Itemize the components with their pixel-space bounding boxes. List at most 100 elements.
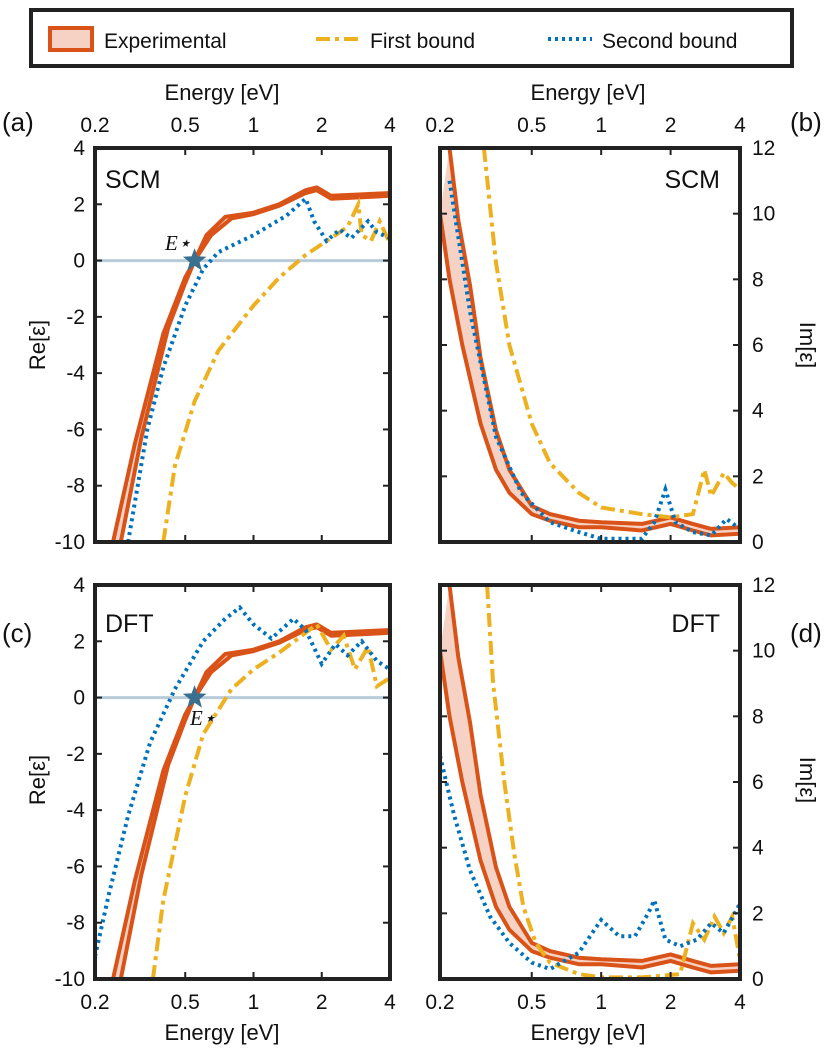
x-tick-label: 0.5 bbox=[517, 991, 546, 1014]
y-tick-label: 8 bbox=[752, 268, 764, 291]
x-tick-label: 4 bbox=[734, 114, 746, 137]
panel-d-series-group bbox=[440, 585, 740, 979]
panel-a-top-xlabel: Energy [eV] bbox=[165, 80, 280, 105]
y-tick-label: 2 bbox=[752, 465, 764, 488]
panel-b-frame bbox=[438, 146, 742, 544]
panel-d-tag: (d) bbox=[790, 618, 822, 648]
experimental-lower-line bbox=[440, 213, 740, 538]
y-tick-label: 0 bbox=[73, 687, 85, 710]
x-tick-label: 0.5 bbox=[171, 991, 200, 1014]
panel-b-ylabel: Im[ε] bbox=[795, 322, 820, 368]
x-tick-label: 0.5 bbox=[517, 114, 546, 137]
first-bound-line bbox=[481, 148, 740, 520]
experimental-band-fill bbox=[440, 585, 740, 973]
experimental-lower-line bbox=[111, 188, 390, 542]
second-bound-line bbox=[95, 604, 390, 957]
x-tick-label: 1 bbox=[248, 991, 260, 1014]
y-tick-label: 2 bbox=[73, 630, 85, 653]
y-tick-label: -2 bbox=[66, 306, 85, 329]
legend-label-experimental: Experimental bbox=[104, 30, 227, 53]
panel-c-tag: (c) bbox=[2, 618, 32, 648]
x-tick-label: 2 bbox=[316, 991, 328, 1014]
panel-d-xlabel: Energy [eV] bbox=[531, 1020, 646, 1045]
panel-c-ylabel: Re[ε] bbox=[25, 755, 50, 805]
y-tick-label: 4 bbox=[752, 837, 764, 860]
y-tick-label: -4 bbox=[66, 799, 85, 822]
panel-b-series-group bbox=[440, 148, 740, 541]
y-tick-label: 4 bbox=[73, 137, 85, 160]
y-tick-label: -10 bbox=[55, 968, 85, 991]
y-tick-label: 0 bbox=[752, 531, 764, 554]
experimental-upper-line bbox=[447, 148, 740, 531]
panel-b-top-xlabel: Energy [eV] bbox=[531, 80, 646, 105]
x-tick-label: 2 bbox=[665, 991, 677, 1014]
panel-c: (c) Energy [eV] Re[ε] -10 -8 -6 -4 -2 0 2 4 0.2 0… bbox=[2, 574, 396, 1045]
legend-label-first-bound: First bound bbox=[370, 30, 475, 53]
panel-d-frame bbox=[438, 583, 742, 981]
panel-c-plot: -10 -8 -6 -4 -2 0 2 4 0.2 0.5 1 2 4 bbox=[55, 574, 397, 1014]
x-tick-label: 2 bbox=[316, 114, 328, 137]
y-tick-label: 2 bbox=[752, 902, 764, 925]
y-tick-label: 2 bbox=[73, 193, 85, 216]
experimental-band-fill bbox=[440, 148, 740, 536]
experimental-upper-line bbox=[118, 622, 390, 979]
panel-a-tag: (a) bbox=[2, 107, 34, 137]
legend: Experimental First bound Second bound bbox=[29, 8, 794, 68]
x-tick-label: 0.2 bbox=[80, 114, 109, 137]
x-tick-label: 1 bbox=[248, 114, 260, 137]
y-tick-label: 4 bbox=[73, 574, 85, 597]
y-tick-label: -10 bbox=[55, 531, 85, 554]
experimental-lower-line bbox=[440, 650, 740, 975]
y-tick-label: 4 bbox=[752, 400, 764, 423]
x-tick-label: 4 bbox=[384, 114, 396, 137]
y-tick-label: 12 bbox=[752, 574, 775, 597]
panel-a-series-group bbox=[95, 185, 390, 542]
y-tick-label: -2 bbox=[66, 743, 85, 766]
y-tick-label: -4 bbox=[66, 362, 85, 385]
panel-a-model-tag: SCM bbox=[105, 166, 161, 194]
y-tick-label: 10 bbox=[752, 640, 775, 663]
y-tick-label: 6 bbox=[752, 334, 764, 357]
y-tick-label: 0 bbox=[752, 968, 764, 991]
experimental-upper-line bbox=[118, 185, 390, 542]
legend-swatch-experimental bbox=[48, 26, 94, 52]
x-tick-label: 1 bbox=[595, 991, 607, 1014]
y-tick-label: 8 bbox=[752, 705, 764, 728]
x-tick-label: 0.2 bbox=[425, 991, 454, 1014]
legend-label-second-bound: Second bound bbox=[602, 30, 737, 53]
y-tick-label: 6 bbox=[752, 771, 764, 794]
x-tick-label: 0.5 bbox=[171, 114, 200, 137]
panel-a-ylabel: Re[ε] bbox=[25, 320, 50, 370]
x-tick-label: 4 bbox=[384, 991, 396, 1014]
x-tick-label: 0.2 bbox=[80, 991, 109, 1014]
x-tick-label: 0.2 bbox=[425, 114, 454, 137]
second-bound-line bbox=[440, 755, 740, 972]
x-tick-label: 2 bbox=[665, 114, 677, 137]
y-tick-label: 12 bbox=[752, 137, 775, 160]
estar-marker bbox=[182, 685, 207, 708]
y-tick-label: 10 bbox=[752, 203, 775, 226]
panel-c-estar-label: E⋆ bbox=[189, 706, 216, 730]
second-bound-line bbox=[126, 195, 390, 542]
panel-c-model-tag: DFT bbox=[105, 610, 154, 638]
panel-a-frame bbox=[93, 146, 392, 544]
x-tick-label: 4 bbox=[734, 991, 746, 1014]
experimental-upper-line bbox=[447, 585, 740, 968]
panel-b-model-tag: SCM bbox=[664, 166, 720, 194]
experimental-lower-line bbox=[111, 625, 390, 979]
first-bound-line bbox=[485, 585, 740, 979]
y-tick-label: -8 bbox=[66, 475, 85, 498]
legend-box bbox=[29, 8, 794, 68]
first-bound-line bbox=[150, 621, 390, 979]
y-tick-label: 0 bbox=[73, 250, 85, 273]
y-tick-label: -6 bbox=[66, 855, 85, 878]
panel-c-series-group bbox=[95, 604, 390, 979]
y-tick-label: -8 bbox=[66, 912, 85, 935]
